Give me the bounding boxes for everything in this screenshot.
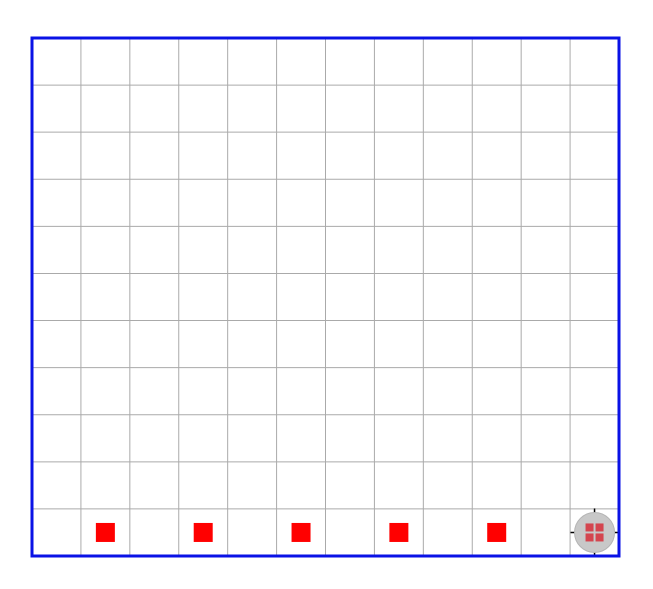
marker <box>95 522 115 542</box>
board-border <box>30 36 621 558</box>
robot <box>570 508 619 557</box>
marker <box>291 522 311 542</box>
marker <box>389 522 409 542</box>
grid-lines <box>32 38 619 556</box>
markers <box>95 522 507 542</box>
marker <box>487 522 507 542</box>
robot-icon <box>570 508 619 557</box>
marker <box>193 522 213 542</box>
